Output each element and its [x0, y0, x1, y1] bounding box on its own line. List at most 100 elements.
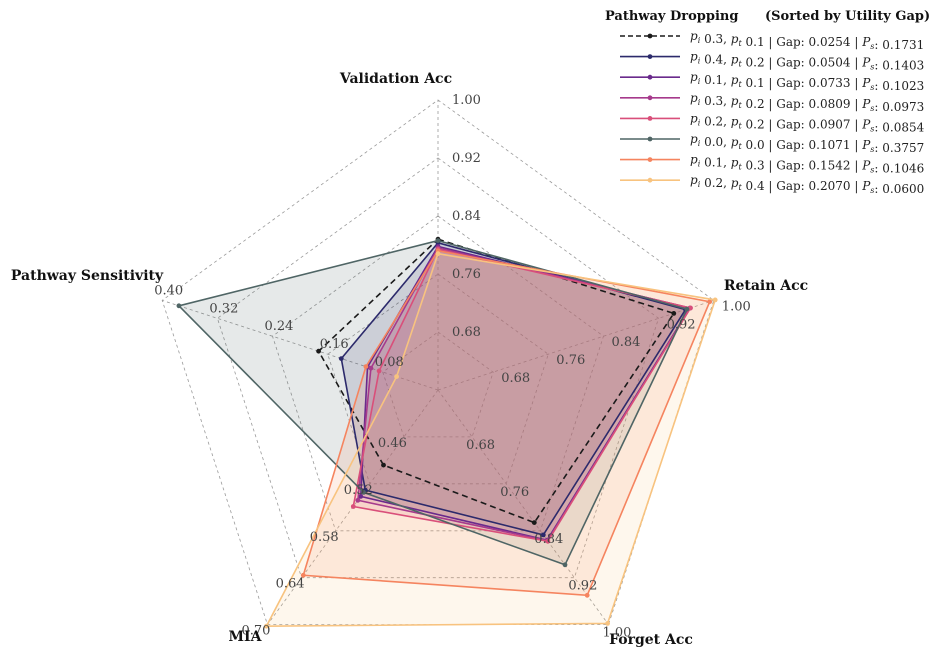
- legend-label: pi 0.1, pt 0.1 | Gap: 0.0733 | Ps: 0.102…: [690, 70, 924, 93]
- data-point: [381, 462, 386, 468]
- tick-label: 0.76: [452, 267, 481, 282]
- tick-label: 1.00: [452, 93, 481, 108]
- data-point: [264, 623, 269, 629]
- grid-ring: [382, 331, 494, 438]
- series-fill: [266, 253, 716, 627]
- legend-swatch-marker: [647, 136, 653, 142]
- legend-label: pi 0.3, pt 0.2 | Gap: 0.0809 | Ps: 0.097…: [690, 91, 924, 114]
- data-point: [316, 348, 321, 354]
- series-line: [265, 252, 717, 628]
- data-point: [712, 297, 718, 303]
- legend-title: Pathway Dropping: [605, 9, 738, 24]
- legend-subtitle: (Sorted by Utility Gap): [765, 9, 930, 24]
- tick-label: 0.84: [612, 335, 641, 350]
- tick-label: 0.84: [452, 209, 481, 224]
- data-point: [435, 251, 441, 257]
- data-point: [684, 306, 690, 312]
- legend-label: pi 0.1, pt 0.3 | Gap: 0.1542 | Ps: 0.104…: [690, 153, 924, 176]
- series-fill: [341, 242, 686, 535]
- series-line: [302, 249, 711, 597]
- series-fill: [360, 246, 690, 541]
- axis-title: Pathway Sensitivity: [11, 268, 164, 284]
- legend-label: pi 0.0, pt 0.0 | Gap: 0.1071 | Ps: 0.375…: [690, 132, 924, 155]
- tick-labels: 0.68 0.76 0.84 0.92 1.00 0.68 0.76 0.84 0.92 1.00…: [154, 93, 751, 641]
- data-point: [435, 238, 441, 244]
- legend-swatch-marker: [647, 116, 653, 121]
- data-point: [707, 299, 713, 305]
- series-line: [340, 241, 687, 536]
- tick-label: 0.58: [310, 530, 339, 545]
- tick-label: 0.08: [375, 355, 404, 370]
- axis-title: Validation Acc: [339, 71, 452, 87]
- tick-label: 0.84: [534, 532, 563, 547]
- series-fill: [303, 250, 710, 596]
- legend-swatch-marker: [647, 177, 653, 183]
- data-point: [355, 497, 361, 503]
- data-point: [368, 365, 374, 371]
- tick-label: 0.68: [466, 438, 495, 453]
- data-point: [363, 364, 369, 369]
- legend-label: pi 0.3, pt 0.1 | Gap: 0.0254 | Ps: 0.173…: [690, 29, 924, 52]
- data-point: [300, 572, 306, 578]
- axis-spoke: [437, 389, 609, 625]
- tick-label: 1.00: [722, 299, 751, 314]
- grid-ring: [216, 157, 660, 579]
- tick-label: 0.76: [500, 485, 529, 500]
- legend-swatch-marker: [647, 95, 653, 101]
- axis-spoke: [162, 300, 439, 391]
- tick-label: 0.24: [265, 319, 294, 334]
- tick-label: 0.68: [452, 325, 481, 340]
- tick-label: 0.16: [320, 337, 349, 352]
- tick-label: 0.92: [452, 151, 481, 166]
- tick-label: 0.52: [344, 483, 373, 498]
- series-fills: [178, 240, 716, 627]
- data-point: [361, 490, 366, 495]
- legend: Pathway Dropping (Sorted by Utility Gap)…: [605, 9, 930, 196]
- axis-title: MIA: [229, 629, 263, 645]
- legend-swatch-marker: [647, 74, 653, 80]
- legend-label: pi 0.2, pt 0.2 | Gap: 0.0907 | Ps: 0.085…: [690, 111, 925, 134]
- series-fill: [357, 247, 691, 541]
- legend-swatch-marker: [647, 33, 653, 39]
- legend-items: pi 0.3, pt 0.1 | Gap: 0.0254 | Ps: 0.173…: [620, 29, 925, 196]
- data-point: [338, 356, 344, 361]
- tick-label: 0.46: [378, 436, 407, 451]
- axis-titles: Validation Acc Retain Acc Forget Acc MIA Pat…: [11, 71, 808, 648]
- data-point: [176, 303, 182, 309]
- data-point: [376, 368, 382, 374]
- data-point: [545, 538, 551, 544]
- tick-label: 1.00: [603, 626, 632, 641]
- legend-swatch-marker: [647, 54, 653, 59]
- data-point: [540, 532, 546, 538]
- legend-label: pi 0.2, pt 0.4 | Gap: 0.2070 | Ps: 0.060…: [690, 173, 924, 196]
- tick-label: 0.32: [209, 301, 238, 316]
- tick-label: 0.68: [501, 371, 530, 386]
- tick-label: 0.40: [154, 283, 183, 298]
- axis-spoke: [437, 300, 714, 391]
- tick-label: 0.92: [667, 317, 696, 332]
- axis-title: Forget Acc: [609, 632, 693, 648]
- legend-swatch-marker: [647, 157, 653, 163]
- data-point: [531, 520, 537, 525]
- series-line: [177, 239, 689, 566]
- data-point: [562, 562, 568, 568]
- data-point: [394, 374, 399, 379]
- series-line: [317, 238, 676, 524]
- data-point: [358, 494, 364, 499]
- tick-label: 0.64: [276, 577, 305, 592]
- tick-label: 0.70: [242, 624, 271, 639]
- axis-title: Retain Acc: [724, 278, 808, 294]
- series-fill: [353, 249, 691, 542]
- grid-ring: [272, 215, 604, 532]
- series-lines: [176, 236, 718, 629]
- legend-label: pi 0.4, pt 0.2 | Gap: 0.0504 | Ps: 0.140…: [690, 50, 924, 73]
- data-point: [605, 621, 610, 626]
- data-point: [671, 311, 677, 316]
- tick-label: 0.76: [556, 353, 585, 368]
- data-point: [350, 504, 356, 509]
- radar-grid: [161, 99, 715, 625]
- tick-label: 0.92: [568, 579, 597, 594]
- data-point: [584, 592, 590, 598]
